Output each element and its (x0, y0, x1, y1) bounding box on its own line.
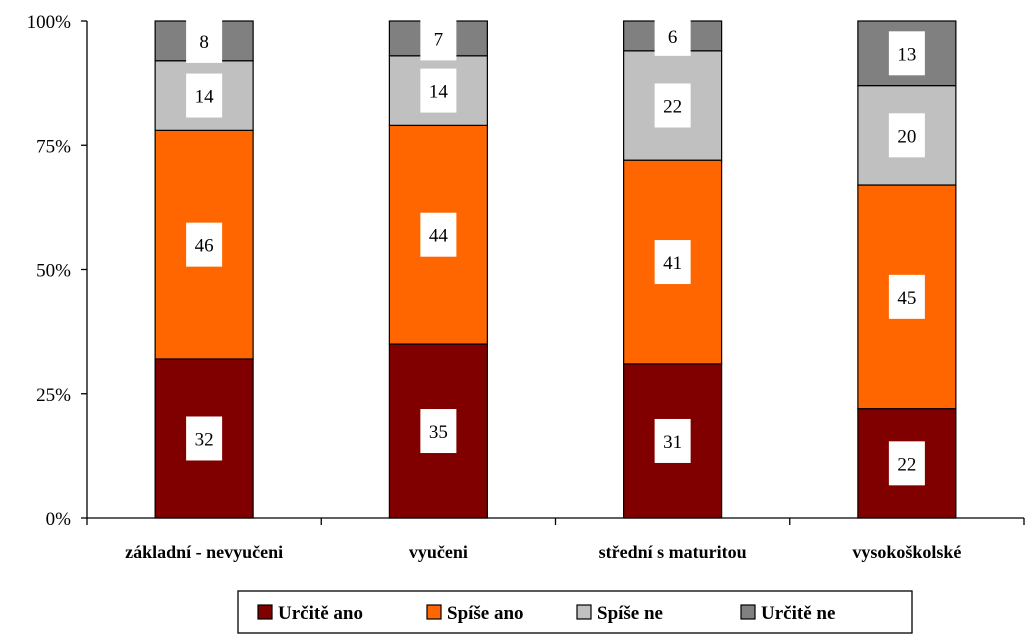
legend-label: Spíše ne (597, 603, 663, 624)
data-label-box (654, 240, 691, 285)
data-label-box (420, 68, 457, 113)
data-label: 41 (663, 253, 682, 274)
legend-swatch (576, 604, 592, 620)
data-label: 8 (199, 32, 209, 53)
data-label: 22 (663, 96, 682, 117)
x-category-label: základní - nevyučeni (125, 542, 283, 562)
legend-swatch (740, 604, 756, 620)
legend-label: Určitě ne (761, 603, 835, 624)
data-label-box (420, 212, 457, 257)
legend-label: Spíše ano (447, 603, 524, 624)
data-label-box (186, 416, 223, 461)
legend-box (237, 590, 913, 634)
data-label-box (654, 16, 691, 56)
data-label-box (186, 18, 223, 63)
data-label: 6 (668, 27, 678, 48)
data-label-box (654, 83, 691, 128)
data-label: 45 (897, 288, 916, 309)
data-label: 22 (897, 454, 916, 475)
plot-area: 0% 25% 50% 75% 100% 32 46 14 8 základní - nevyuče… (27, 12, 1025, 562)
legend: Určitě ano Spíše ano Spíše ne Určitě ne (237, 590, 913, 634)
y-tick-label: 50% (36, 261, 71, 282)
x-category-label: střední s maturitou (599, 542, 747, 562)
data-label-box (888, 113, 925, 158)
legend-swatch (257, 604, 273, 620)
data-label: 44 (429, 226, 449, 247)
data-label: 13 (897, 44, 916, 65)
data-label-box (654, 418, 691, 463)
data-label-box (420, 409, 457, 454)
x-category-label: vysokoškolské (852, 542, 961, 562)
data-label: 14 (195, 87, 215, 108)
data-label-box (888, 274, 925, 319)
data-label: 7 (434, 29, 444, 50)
y-tick-label: 25% (36, 385, 71, 406)
y-tick-label: 0% (46, 509, 72, 530)
data-label-box (420, 16, 457, 61)
y-tick-label: 75% (36, 136, 71, 157)
data-label: 32 (195, 429, 214, 450)
y-tick-label: 100% (27, 12, 72, 33)
data-label: 46 (195, 236, 214, 257)
data-label-box (186, 222, 223, 267)
data-label: 20 (897, 126, 916, 147)
data-label: 31 (663, 432, 682, 453)
data-label-box (888, 441, 925, 486)
legend-swatch (426, 604, 442, 620)
data-label-box (186, 73, 223, 118)
data-label-box (888, 31, 925, 76)
x-category-label: vyučeni (409, 542, 468, 562)
data-label: 35 (429, 422, 448, 443)
data-label: 14 (429, 82, 449, 103)
legend-label: Určitě ano (278, 603, 363, 624)
